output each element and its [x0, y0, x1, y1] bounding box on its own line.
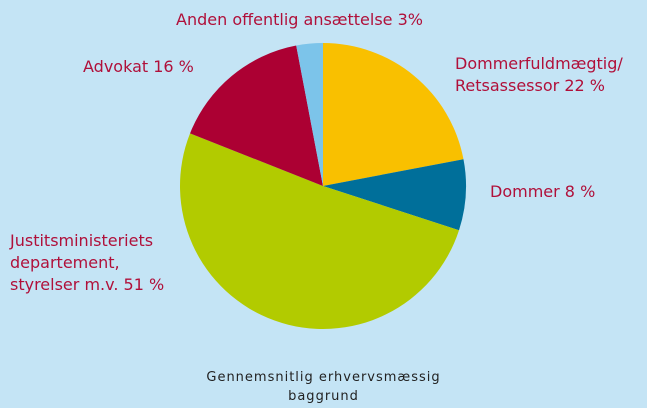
- chart-title: Gennemsnitlig erhvervsmæssig baggrund: [206, 370, 441, 404]
- category-label: Dommerfuldmægtig/ Retsassessor: [455, 54, 623, 95]
- slice-label: Advokat 16 %: [83, 56, 194, 78]
- pie-slice: [323, 43, 464, 186]
- slice-label: Justitsministeriets departement, styrels…: [10, 230, 164, 296]
- value-label: 51 %: [123, 275, 165, 294]
- category-label: Advokat: [83, 57, 149, 76]
- slice-label: Dommerfuldmægtig/ Retsassessor 22 %: [455, 53, 623, 97]
- pie-slice: [296, 43, 323, 186]
- category-label: Anden offentlig ansættelse: [176, 10, 393, 29]
- value-label: 22 %: [564, 76, 605, 95]
- category-label: Justitsministeriets departement, styrels…: [10, 231, 154, 294]
- value-label: 3%: [397, 10, 424, 29]
- pie-slice: [179, 133, 460, 330]
- slice-label: Anden offentlig ansættelse 3%: [176, 9, 423, 31]
- slice-label: Dommer 8 %: [490, 181, 595, 203]
- pie-slice: [190, 45, 323, 186]
- category-label: Dommer: [490, 182, 560, 201]
- value-label: 8 %: [564, 182, 596, 201]
- pie-slice: [323, 159, 466, 231]
- value-label: 16 %: [153, 57, 194, 76]
